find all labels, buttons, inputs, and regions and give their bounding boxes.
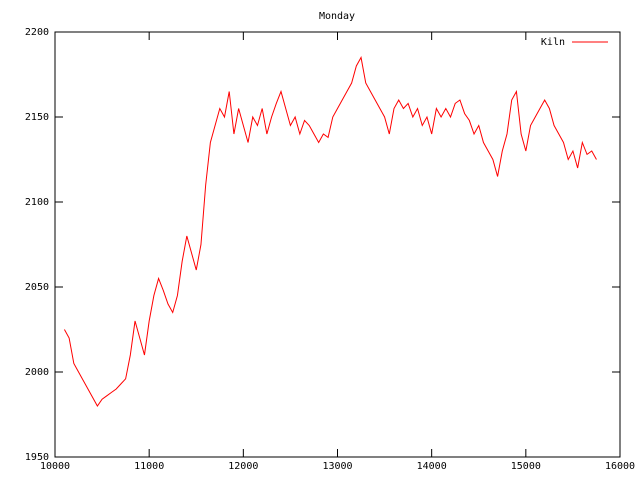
- plot-frame: [54, 31, 621, 458]
- x-tick-label: 11000: [134, 461, 164, 472]
- y-tick-label: 2150: [25, 112, 49, 123]
- chart-title: Monday: [319, 11, 355, 22]
- x-tick-label: 16000: [605, 461, 635, 472]
- legend-label: Kiln: [541, 37, 565, 48]
- y-tick-label: 2200: [25, 27, 49, 38]
- x-tick-label: 12000: [228, 461, 258, 472]
- y-tick-label: 2000: [25, 367, 49, 378]
- y-tick-label: 2100: [25, 197, 49, 208]
- x-tick-label: 13000: [322, 461, 352, 472]
- x-tick-label: 10000: [40, 461, 70, 472]
- x-tick-label: 14000: [417, 461, 447, 472]
- y-tick-label: 1950: [25, 452, 49, 463]
- x-tick-label: 15000: [511, 461, 541, 472]
- data-line: [63, 56, 597, 407]
- y-tick-label: 2050: [25, 282, 49, 293]
